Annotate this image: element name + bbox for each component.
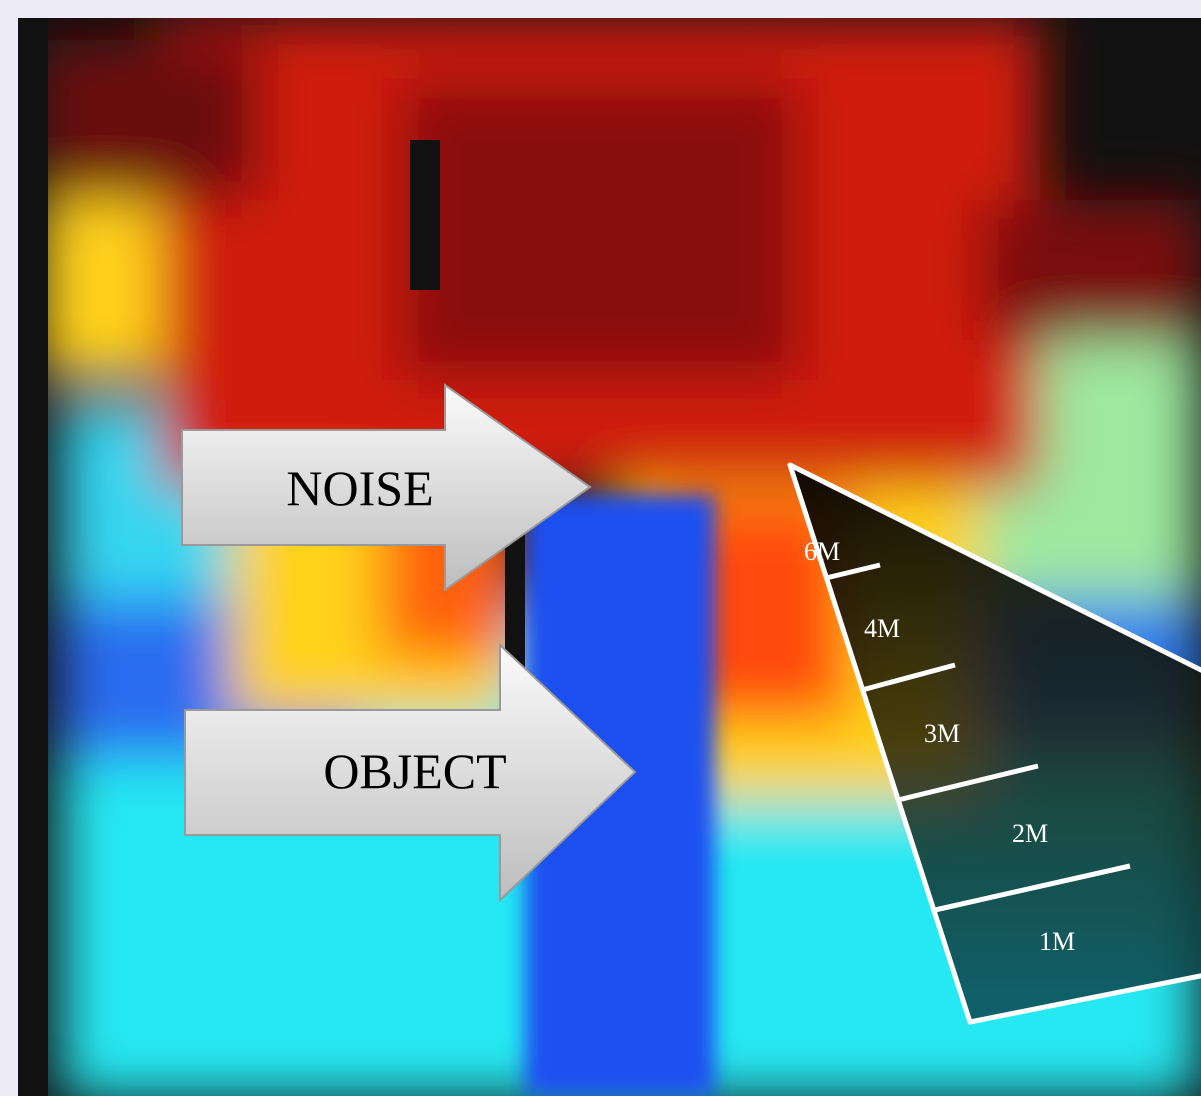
scale-label: 6M [804,537,840,566]
page: NOISE OBJECT 6M 4M 3M 2M 1M (() => { con… [0,0,1201,1096]
depth-figure: NOISE OBJECT 6M 4M 3M 2M 1M [0,0,1201,1096]
scale-label: 1M [1039,927,1075,956]
scale-label: 3M [924,719,960,748]
object-label: OBJECT [323,743,506,799]
scale-label: 4M [864,614,900,643]
scale-label: 2M [1012,819,1048,848]
noise-label: NOISE [286,460,433,516]
